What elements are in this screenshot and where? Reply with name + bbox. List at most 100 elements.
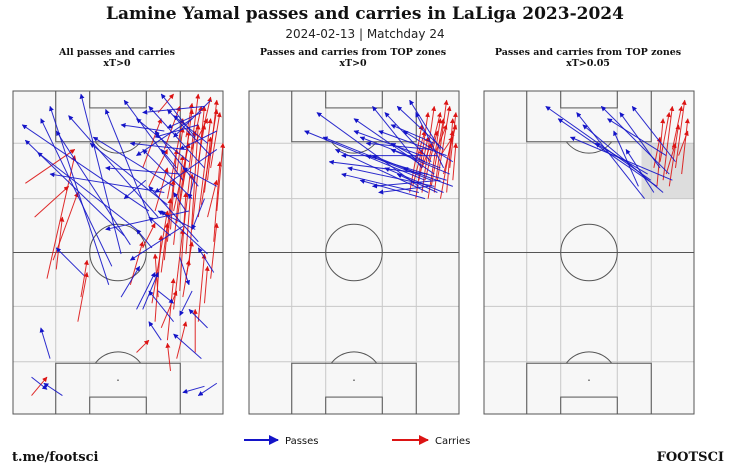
pass-arrow — [120, 265, 141, 298]
pass-arrow — [123, 179, 147, 200]
carry-arrow — [200, 96, 213, 138]
carry-arrow — [136, 339, 150, 353]
carry-arrow — [31, 376, 48, 396]
carry-arrow — [662, 105, 675, 181]
pass-arrow — [384, 112, 432, 163]
pass-arrow — [55, 130, 131, 246]
pass-arrow — [123, 99, 184, 181]
carry-arrow — [170, 148, 179, 230]
pass-arrow — [105, 210, 190, 231]
pass-arrow — [136, 118, 193, 157]
carry-arrow — [154, 235, 164, 322]
carry-arrow — [34, 185, 69, 218]
pass-arrow — [173, 333, 202, 360]
pass-arrow — [415, 112, 445, 169]
pass-arrow — [390, 124, 435, 144]
bottom-penalty-arc — [565, 351, 613, 364]
pitch-panel-all — [12, 90, 226, 415]
pass-arrow — [68, 115, 159, 218]
pass-arrow — [197, 247, 215, 273]
pass-arrow — [384, 167, 444, 193]
pass-arrow — [390, 142, 426, 163]
carry-arrow — [160, 290, 178, 329]
pass-arrow — [148, 290, 174, 323]
pass-arrow — [142, 105, 205, 115]
penalty-spot — [117, 379, 119, 381]
pass-arrow — [160, 149, 178, 169]
legend: Passes Carries — [244, 435, 470, 447]
pass-arrow — [396, 173, 438, 193]
pass-arrow — [179, 130, 218, 150]
pass-arrow — [157, 210, 196, 230]
carry-arrow — [207, 179, 219, 218]
pass-arrow — [40, 118, 113, 267]
carry-arrow — [142, 222, 156, 249]
pass-arrow — [148, 216, 171, 236]
carry-arrow — [179, 167, 188, 205]
carry-arrow — [185, 173, 195, 255]
pass-arrow — [607, 118, 667, 157]
panel-2-title: Passes and carries from TOP zones — [260, 47, 446, 58]
carry-arrow — [188, 93, 201, 168]
pass-arrow — [347, 166, 435, 187]
pass-arrow — [197, 382, 218, 396]
pass-arrow — [600, 106, 670, 175]
pass-arrow — [55, 247, 85, 276]
carry-arrow — [197, 124, 207, 162]
chart-subtitle: 2024-02-13 | Matchday 24 — [285, 27, 444, 41]
top-penalty-arc — [330, 141, 378, 154]
pass-arrow — [129, 141, 186, 150]
top-six-yard-box — [560, 90, 618, 109]
footer-right-brand: FOOTSCI — [657, 450, 724, 465]
pass-arrow — [631, 105, 676, 163]
panel-1-subtitle: xT>0 — [103, 58, 131, 69]
pass-arrow — [353, 130, 423, 157]
carry-arrow — [203, 265, 210, 304]
pass-arrow — [154, 124, 199, 139]
legend-carry-label: Carries — [435, 436, 470, 447]
carry-arrow — [194, 118, 209, 144]
carry-arrow — [173, 228, 185, 310]
penalty-spot — [588, 379, 590, 381]
pass-arrow — [576, 112, 645, 199]
pass-arrow — [365, 141, 432, 150]
pass-arrow — [136, 229, 153, 249]
carry-arrow — [452, 142, 459, 181]
carry-arrow — [176, 127, 185, 175]
pass-arrow — [390, 148, 450, 175]
pass-arrow — [89, 142, 168, 206]
legend-pass-label: Passes — [285, 436, 319, 447]
pass-arrow — [43, 382, 63, 396]
bottom-six-yard-box — [89, 396, 147, 415]
pass-arrow — [182, 385, 205, 394]
pitch-panel-top-zones-high-xt — [483, 90, 695, 415]
carry-arrow — [182, 130, 198, 236]
carry-arrow — [446, 118, 455, 193]
pass-arrow — [359, 179, 426, 200]
pass-arrow — [359, 136, 441, 169]
carry-arrow — [433, 124, 448, 156]
carry-arrow — [203, 136, 213, 193]
pass-arrow — [105, 165, 180, 175]
pass-arrow — [582, 124, 664, 193]
carry-arrow — [55, 216, 65, 270]
pass-arrow — [157, 290, 174, 304]
chart-title: Lamine Yamal passes and carries in LaLig… — [106, 4, 624, 24]
pass-arrow — [154, 130, 199, 187]
carry-arrow — [440, 136, 454, 156]
pass-arrow — [372, 179, 441, 189]
pass-arrow — [182, 167, 218, 187]
pass-arrow — [179, 290, 193, 317]
centre-circle — [560, 223, 618, 282]
footer-left-link: t.me/footsci — [12, 450, 98, 465]
centre-circle — [89, 223, 147, 282]
bottom-penalty-arc — [94, 351, 142, 364]
carry-arrow — [674, 99, 687, 168]
carry-arrow — [207, 99, 219, 181]
pass-arrow — [148, 185, 199, 243]
pass-arrow — [625, 149, 655, 193]
panel-3-title: Passes and carries from TOP zones — [495, 47, 681, 58]
bottom-six-yard-box — [560, 396, 618, 415]
pass-arrow — [570, 136, 673, 181]
